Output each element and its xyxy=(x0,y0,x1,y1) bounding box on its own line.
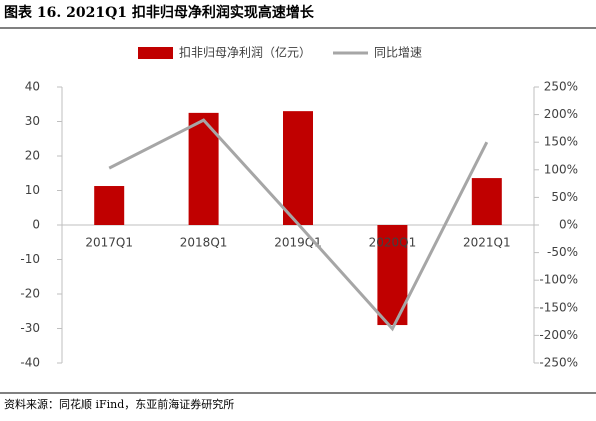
y2-tick-label: 150% xyxy=(544,135,578,149)
legend-label: 同比增速 xyxy=(374,46,422,60)
line xyxy=(108,118,489,332)
y-tick-label: -20 xyxy=(20,287,40,301)
x-tick-label: 2020Q1 xyxy=(369,236,417,250)
bar xyxy=(471,178,502,225)
y-tick-label: 30 xyxy=(25,114,40,128)
legend-label: 扣非归母净利润（亿元） xyxy=(179,45,311,60)
y2-tick-label: -250% xyxy=(539,356,578,370)
y2-tick-label: -50% xyxy=(547,245,578,259)
x-tick-label: 2017Q1 xyxy=(85,236,133,250)
chart-title: 图表 16. 2021Q1 扣非归母净利润实现高速增长 xyxy=(4,4,315,21)
y2-tick-label: 50% xyxy=(551,190,578,204)
x-tick-label: 2021Q1 xyxy=(463,236,511,250)
y-tick-label: 40 xyxy=(25,80,40,94)
legend-swatch xyxy=(138,47,173,59)
bar xyxy=(283,111,313,225)
y2-tick-label: 200% xyxy=(544,107,578,121)
y2-tick-label: 0% xyxy=(559,218,578,232)
y-tick-label: 0 xyxy=(32,218,40,232)
x-tick-label: 2018Q1 xyxy=(180,236,228,250)
y2-tick-label: -100% xyxy=(539,273,578,287)
y2-tick-label: 250% xyxy=(544,80,578,94)
y-tick-label: -30 xyxy=(20,321,40,335)
y2-tick-label: -200% xyxy=(539,328,578,342)
y-tick-label: -10 xyxy=(20,252,40,266)
y2-tick-label: 100% xyxy=(544,162,578,176)
bar xyxy=(94,186,125,225)
source: 资料来源：同花顺 iFind，东亚前海证券研究所 xyxy=(4,397,234,411)
y-tick-label: 10 xyxy=(25,183,40,197)
y-tick-label: 20 xyxy=(25,149,40,163)
y-tick-label: -40 xyxy=(20,356,40,370)
y2-tick-label: -150% xyxy=(539,300,578,314)
